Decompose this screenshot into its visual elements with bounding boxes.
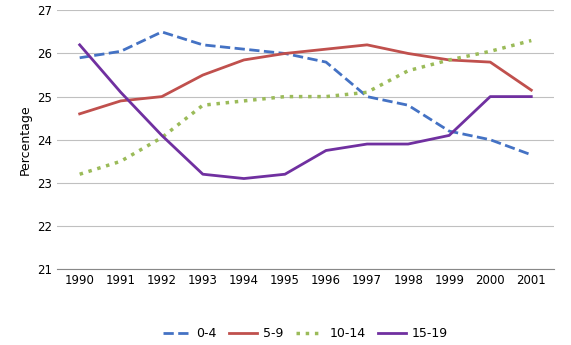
15-19 (240, 176, 247, 180)
15-19 (364, 142, 371, 146)
5-9 (282, 51, 288, 56)
Line: 0-4: 0-4 (80, 32, 531, 155)
Line: 5-9: 5-9 (80, 45, 531, 114)
15-19 (282, 172, 288, 176)
15-19 (528, 95, 534, 99)
15-19 (117, 90, 124, 95)
0-4 (240, 47, 247, 51)
15-19 (405, 142, 412, 146)
5-9 (364, 43, 371, 47)
5-9 (199, 73, 206, 77)
10-14 (282, 95, 288, 99)
10-14 (405, 69, 412, 73)
0-4 (323, 60, 329, 64)
Line: 15-19: 15-19 (80, 45, 531, 178)
Legend: 0-4, 5-9, 10-14, 15-19: 0-4, 5-9, 10-14, 15-19 (158, 322, 453, 345)
10-14 (199, 103, 206, 107)
0-4 (199, 43, 206, 47)
5-9 (117, 99, 124, 103)
0-4 (364, 95, 371, 99)
0-4 (158, 30, 165, 34)
5-9 (528, 88, 534, 92)
5-9 (405, 51, 412, 56)
10-14 (487, 49, 494, 53)
0-4 (405, 103, 412, 107)
15-19 (77, 43, 83, 47)
0-4 (117, 49, 124, 53)
0-4 (528, 153, 534, 157)
15-19 (199, 172, 206, 176)
Y-axis label: Percentage: Percentage (19, 105, 31, 175)
0-4 (77, 56, 83, 60)
5-9 (240, 58, 247, 62)
0-4 (446, 129, 453, 133)
15-19 (487, 95, 494, 99)
0-4 (487, 138, 494, 142)
5-9 (487, 60, 494, 64)
10-14 (364, 90, 371, 95)
10-14 (117, 159, 124, 164)
5-9 (158, 95, 165, 99)
10-14 (528, 39, 534, 43)
Line: 10-14: 10-14 (80, 41, 531, 174)
15-19 (158, 134, 165, 138)
10-14 (323, 95, 329, 99)
5-9 (323, 47, 329, 51)
0-4 (282, 51, 288, 56)
5-9 (446, 58, 453, 62)
10-14 (446, 58, 453, 62)
15-19 (446, 134, 453, 138)
15-19 (323, 148, 329, 152)
10-14 (77, 172, 83, 176)
5-9 (77, 112, 83, 116)
10-14 (158, 136, 165, 140)
10-14 (240, 99, 247, 103)
